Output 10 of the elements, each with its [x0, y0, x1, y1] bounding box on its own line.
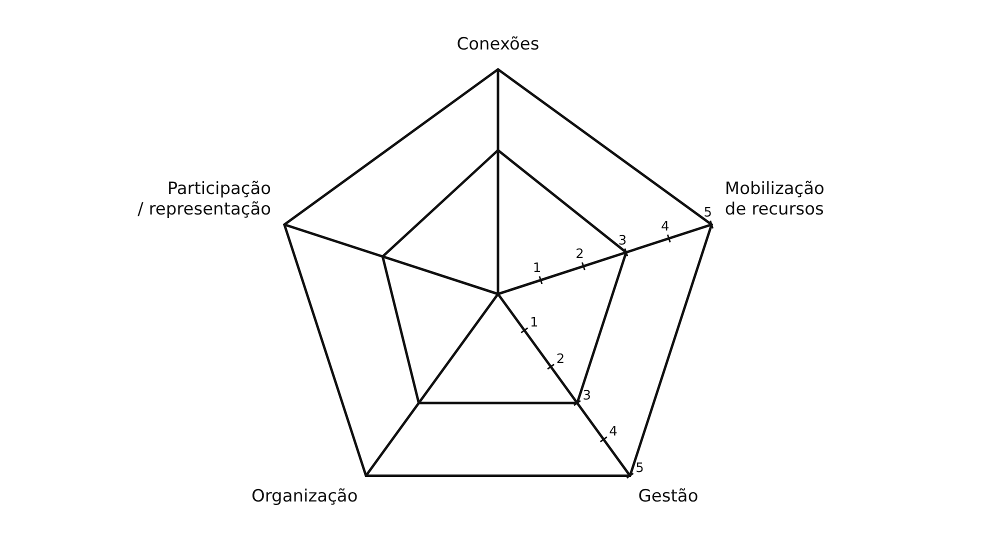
spoke-label: Participação / representação — [138, 179, 272, 220]
spoke-label: Organização — [251, 486, 358, 507]
spoke-label: Conexões — [456, 34, 540, 55]
text: 3 — [618, 233, 627, 248]
text: 2 — [576, 247, 584, 262]
spoke-label: Gestão — [638, 486, 698, 507]
spoke-label: Mobilização de recursos — [724, 179, 824, 220]
text: 5 — [704, 206, 712, 221]
text: 4 — [661, 219, 670, 234]
text: 1 — [532, 261, 542, 276]
